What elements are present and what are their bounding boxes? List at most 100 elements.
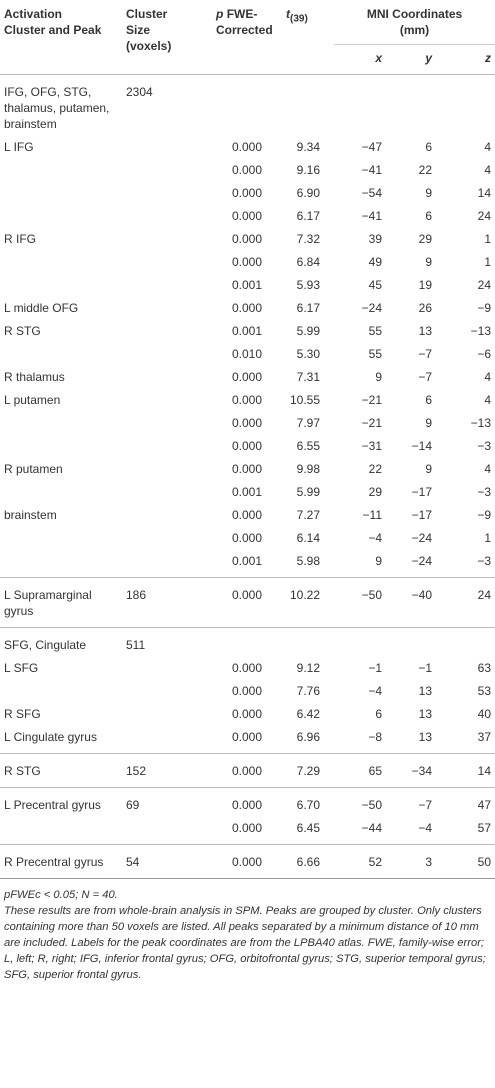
- x-coord: 45: [368, 278, 382, 292]
- table-header: Activation Cluster and Peak Cluster Size (v…: [0, 0, 495, 75]
- t-value: 10.55: [289, 393, 320, 407]
- t-value: 9.34: [296, 140, 320, 154]
- table-notes: pFWEc < 0.05; N = 40. These results are f…: [0, 878, 495, 983]
- y-coord: 26: [418, 301, 432, 315]
- p-value: 0.000: [231, 707, 262, 721]
- z-coord: 14: [444, 753, 495, 788]
- z-coord: 4: [484, 393, 492, 407]
- table-row: L putamen 0.000 10.55 −21 6 4: [0, 389, 495, 412]
- z-coord: 57: [477, 821, 492, 835]
- table-row: 0.000 6.55 −31 −14 −3: [0, 435, 495, 458]
- z-coord: −13: [470, 324, 492, 338]
- y-coord: −40: [390, 577, 444, 628]
- cluster-label: R STG: [0, 753, 122, 788]
- x-coord: 9: [375, 370, 382, 384]
- header-line: (mm): [399, 23, 430, 37]
- z-coord: −3: [477, 439, 492, 453]
- cluster-size: 152: [122, 753, 212, 788]
- t-value: 6.90: [296, 186, 320, 200]
- cluster-size: [122, 504, 212, 527]
- header-line: FWE-: [226, 7, 258, 21]
- cluster-label: [0, 412, 122, 435]
- t-value: 5.30: [296, 347, 320, 361]
- p-value: 0.000: [212, 844, 282, 878]
- x-coord: −24: [361, 301, 382, 315]
- cluster-size: 54: [122, 844, 212, 878]
- z-coord: 4: [484, 140, 492, 154]
- cluster-label: L Supramarginal gyrus: [0, 577, 122, 628]
- cluster-label: R IFG: [4, 232, 36, 246]
- cluster-size: [122, 657, 212, 680]
- table-row: IFG, OFG, STG, thalamus, putamen, brains…: [0, 74, 495, 136]
- y-coord: −17: [411, 508, 432, 522]
- p-value: 0.000: [231, 393, 262, 407]
- z-coord: 37: [477, 730, 492, 744]
- header-line: Corrected: [216, 23, 273, 37]
- z-coord: −9: [477, 301, 492, 315]
- z-coord: 40: [477, 707, 492, 721]
- t-value: 6.55: [296, 439, 320, 453]
- cluster-size: [122, 320, 212, 343]
- y-coord: 29: [418, 232, 432, 246]
- y-coord: 13: [418, 730, 432, 744]
- y-coord: 9: [425, 255, 432, 269]
- cluster-size: [122, 435, 212, 458]
- table-row: 0.001 5.99 29 −17 −3: [0, 481, 495, 504]
- cluster-label: [0, 274, 122, 297]
- t-value: 7.31: [296, 370, 320, 384]
- table-row: R putamen 0.000 9.98 22 9 4: [0, 458, 495, 481]
- z-coord: [444, 627, 495, 657]
- cluster-size: [122, 458, 212, 481]
- table-row: 0.000 7.76 −4 13 53: [0, 680, 495, 703]
- table-row: R STG 0.001 5.99 55 13 −13: [0, 320, 495, 343]
- x-coord: −11: [362, 508, 382, 522]
- p-value: 0.000: [231, 232, 262, 246]
- y-coord: 22: [418, 163, 432, 177]
- x-coord: 52: [334, 844, 390, 878]
- y-coord: 6: [425, 140, 432, 154]
- p-value: 0.000: [231, 301, 262, 315]
- cluster-size: [122, 159, 212, 182]
- p-value: 0.000: [231, 140, 262, 154]
- cluster-label: [0, 343, 122, 366]
- p-value: 0.000: [212, 787, 282, 817]
- t-value: 9.12: [296, 661, 320, 675]
- p-value: [212, 74, 282, 136]
- header-p: p FWE- Corrected: [212, 0, 282, 75]
- header-line: MNI Coordinates: [366, 7, 463, 21]
- y-coord: −7: [418, 347, 432, 361]
- z-coord: 4: [484, 163, 492, 177]
- p-value: [212, 627, 282, 657]
- y-coord: −7: [418, 370, 432, 384]
- z-coord: 1: [484, 531, 492, 545]
- t-value: 5.99: [296, 485, 320, 499]
- cluster-label: [0, 680, 122, 703]
- table-row: R IFG 0.000 7.32 39 29 1: [0, 228, 495, 251]
- z-coord: 24: [477, 209, 492, 223]
- cluster-label: L putamen: [4, 393, 61, 407]
- z-coord: −9: [477, 508, 492, 522]
- table-row: R STG 152 0.000 7.29 65 −34 14: [0, 753, 495, 788]
- cluster-label: brainstem: [4, 508, 57, 522]
- cluster-label: L IFG: [4, 140, 34, 154]
- cluster-size: [122, 412, 212, 435]
- p-value: 0.000: [231, 508, 262, 522]
- y-coord: 19: [418, 278, 432, 292]
- y-coord: −17: [411, 485, 432, 499]
- x-coord: 6: [375, 707, 382, 721]
- cluster-size: [122, 182, 212, 205]
- y-coord: −24: [411, 554, 432, 568]
- t-value: 6.45: [296, 821, 320, 835]
- cluster-size: [122, 205, 212, 228]
- note: pFWEc < 0.05; N = 40.: [4, 889, 118, 901]
- y-coord: [390, 627, 444, 657]
- header-line: Activation: [4, 7, 63, 21]
- header-t: t(39): [282, 0, 334, 75]
- table-row: L IFG 0.000 9.34 −47 6 4: [0, 136, 495, 159]
- cluster-label: R STG: [4, 324, 41, 338]
- z-coord: 1: [484, 255, 492, 269]
- header-italic: z: [485, 51, 492, 65]
- x-coord: 39: [368, 232, 382, 246]
- cluster-label: L Precentral gyrus: [0, 787, 122, 817]
